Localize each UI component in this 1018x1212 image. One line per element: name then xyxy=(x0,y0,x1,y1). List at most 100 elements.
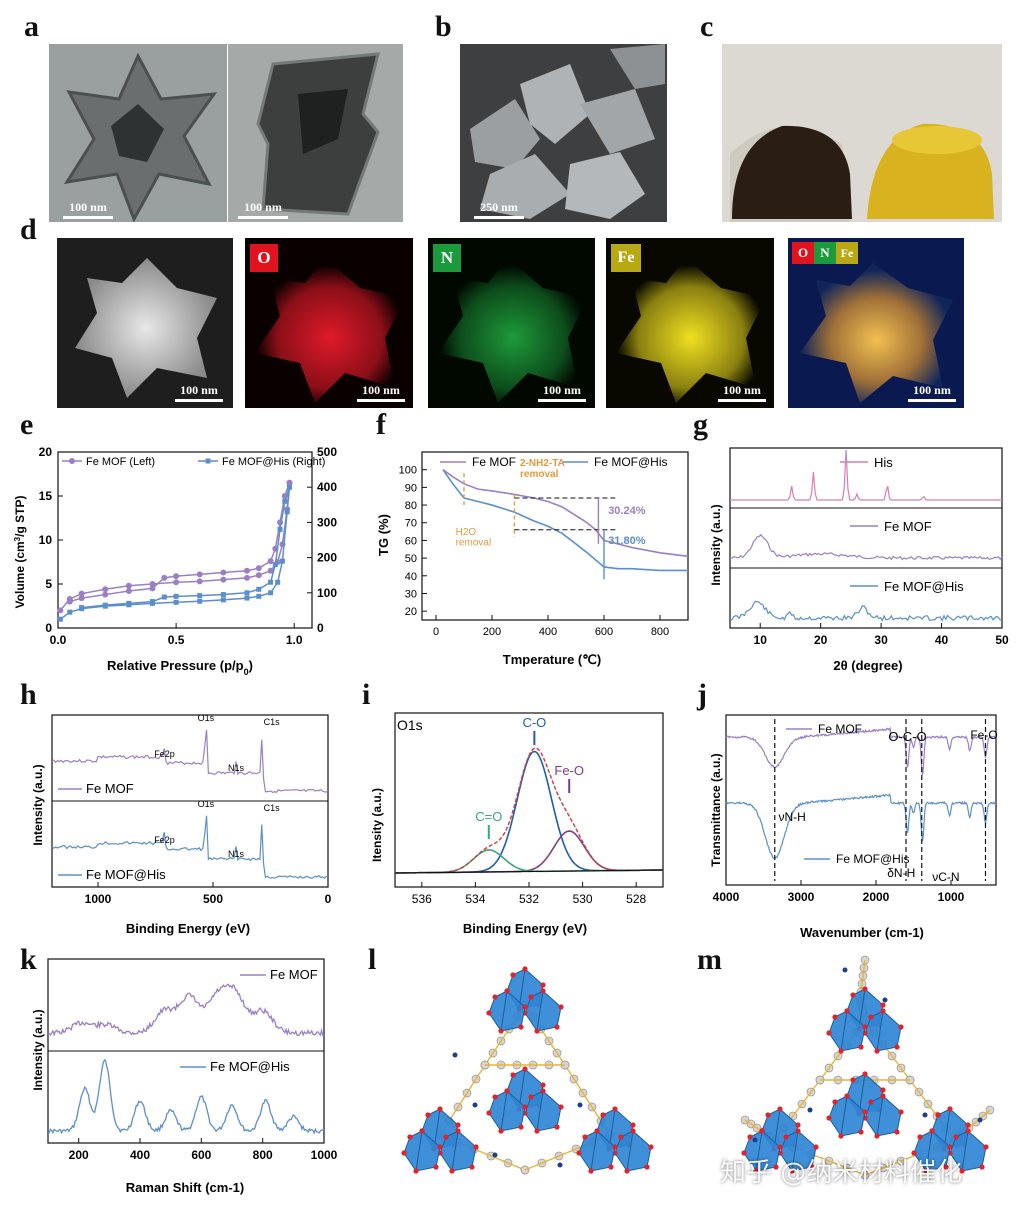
oxygen-atom xyxy=(777,1144,783,1150)
chart-f-ytick-label: 30 xyxy=(405,588,417,600)
panel-label-e: e xyxy=(20,408,34,441)
chart-j-legend-label: Fe MOF@His xyxy=(836,852,910,866)
chart-e-point xyxy=(268,590,274,596)
panel-label-k: k xyxy=(20,943,37,976)
chart-h-plot: 1000 500 0 O1s Fe2p N1s C1s Fe MOF O1s Fe2p N1s C1s… xyxy=(51,713,332,906)
chart-i-xtick-label: 534 xyxy=(465,892,485,906)
chart-e-ytick-left-label: 15 xyxy=(39,489,53,503)
chart-e-point xyxy=(149,581,156,587)
oxygen-atom xyxy=(492,994,498,1000)
oxygen-atom xyxy=(518,1024,524,1030)
fe-octahedron-edge xyxy=(791,1130,799,1172)
chart-f-xtick-label: 400 xyxy=(539,626,557,638)
scalebar-d3: 100 nm xyxy=(538,383,586,402)
chart-g-plot: 10 20 30 40 50 His Fe MOF Fe MOF@His xyxy=(729,447,1009,647)
chart-k-xtick-label: 800 xyxy=(253,1148,273,1162)
flask-pair xyxy=(722,44,1002,222)
chart-e-point xyxy=(67,609,73,615)
watermark: 知乎 @纳米材料催化 xyxy=(720,1158,963,1188)
haadf-particle xyxy=(75,258,217,398)
photo-flasks xyxy=(722,44,1002,222)
panel-label-h: h xyxy=(20,678,37,711)
chart-f-ytick-label: 40 xyxy=(405,571,417,583)
chart-e-xtick-label: 0.5 xyxy=(168,633,185,647)
chart-e-point xyxy=(279,558,285,564)
sem-particles xyxy=(470,44,665,219)
chart-f-ytick-label: 80 xyxy=(405,500,417,512)
chart-h-peak-o1s: O1s xyxy=(198,799,215,809)
chart-e-point xyxy=(244,590,250,596)
fe-octahedron-edge xyxy=(415,1130,423,1172)
chart-e-point xyxy=(277,526,283,532)
oxygen-atom xyxy=(832,1099,838,1105)
chart-e-ylabel-left: Volume (cm3/g STP) xyxy=(13,496,28,609)
fe-octahedron-edge xyxy=(925,1130,933,1172)
chart-f-legend-label: Fe MOF xyxy=(472,455,516,469)
oxygen-atom xyxy=(747,1134,753,1140)
oxygen-atom xyxy=(510,1072,516,1078)
chart-e-point xyxy=(57,607,64,614)
chart-k-legend-label: Fe MOF xyxy=(270,967,318,982)
panel-label-b: b xyxy=(435,10,452,43)
chart-h-xtick-label: 0 xyxy=(325,892,332,906)
chart-k-xlabel: Raman Shift (cm-1) xyxy=(126,1180,244,1195)
oxygen-atom xyxy=(947,1144,953,1150)
scalebar-a1: 100 nm xyxy=(63,200,113,219)
oxygen-atom xyxy=(624,1168,630,1174)
chart-i-envelope xyxy=(394,747,664,874)
chart-e-point xyxy=(196,571,203,578)
n-atom xyxy=(557,1162,563,1168)
chart-i-component xyxy=(394,750,664,874)
chart-e-point xyxy=(197,598,203,604)
eds-fe-cloud xyxy=(616,258,766,403)
chart-i-xtick-label: 532 xyxy=(519,892,539,906)
oxygen-atom xyxy=(868,1099,874,1105)
structure-m xyxy=(740,955,995,1180)
chart-e-ytick-right-label: 100 xyxy=(317,586,337,600)
panel-label-m: m xyxy=(697,943,722,976)
chart-f-ylabel: TG (%) xyxy=(376,514,391,556)
structure-l xyxy=(401,966,654,1175)
oxygen-atom xyxy=(644,1164,650,1170)
oxygen-atom xyxy=(522,966,528,972)
n-atom xyxy=(577,1102,583,1108)
oxygen-atom xyxy=(558,1004,564,1010)
oxygen-atom xyxy=(880,1002,886,1008)
oxygen-atom xyxy=(540,1082,546,1088)
oxygen-atom xyxy=(407,1134,413,1140)
chart-k-xtick-label: 200 xyxy=(69,1148,89,1162)
oxygen-atom xyxy=(959,1168,965,1174)
n-atom xyxy=(882,997,888,1003)
oxygen-atom xyxy=(449,1168,455,1174)
oxygen-atom xyxy=(858,1129,864,1135)
chart-i-title: O1s xyxy=(397,717,423,733)
eds-map-o: O 100 nm xyxy=(245,238,413,408)
oxygen-atom xyxy=(826,1115,832,1121)
oxygen-atom xyxy=(795,1122,801,1128)
chart-g-xtick-label: 40 xyxy=(935,633,949,647)
chart-j-xtick-label: 4000 xyxy=(713,890,740,904)
chart-e-point xyxy=(66,598,73,605)
chart-h-xtick-label: 500 xyxy=(203,892,223,906)
eds-o-cloud xyxy=(255,258,405,403)
oxygen-atom xyxy=(522,1104,528,1110)
chart-e-xlabel: Relative Pressure (p/p0) xyxy=(107,658,253,677)
panel-label-a: a xyxy=(24,10,39,43)
chart-k-series-femof xyxy=(47,983,325,1037)
chart-e-point xyxy=(255,572,262,579)
chart-f-ytick-label: 90 xyxy=(405,482,417,494)
chart-g-legend-label: Fe MOF xyxy=(884,519,932,534)
chart-f-series-line xyxy=(442,469,689,558)
eds-overlay-o: O xyxy=(792,242,814,264)
oxygen-atom xyxy=(554,1124,560,1130)
scalebar-a2: 100 nm xyxy=(238,200,288,219)
oxygen-atom xyxy=(510,972,516,978)
chart-j-annot-vnh: νN-H xyxy=(779,810,806,824)
oxygen-atom xyxy=(518,1124,524,1130)
chart-h-peak-fe2p: Fe2p xyxy=(154,749,175,759)
chart-e-point xyxy=(267,558,274,565)
chart-i-xtick-label: 536 xyxy=(412,892,432,906)
eds-map-overlay: O N Fe 100 nm xyxy=(788,238,964,408)
oxygen-atom xyxy=(898,1109,904,1115)
chart-e-ytick-left-label: 10 xyxy=(39,533,53,547)
